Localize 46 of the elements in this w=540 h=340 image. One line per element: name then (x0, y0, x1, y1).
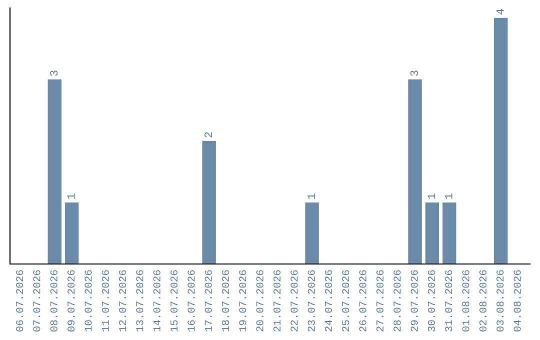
x-tick-label: 22.07.2026 (290, 270, 298, 332)
x-tick-label: 08.07.2026 (50, 270, 58, 332)
bar (48, 79, 62, 264)
x-tick-label: 18.07.2026 (222, 270, 230, 332)
x-tick-label: 12.07.2026 (118, 270, 126, 332)
x-tick-label: 29.07.2026 (410, 270, 418, 332)
data-label: 2 (204, 132, 212, 138)
x-tick-label: 31.07.2026 (445, 270, 452, 332)
data-label: 1 (444, 194, 452, 199)
bar (408, 79, 422, 264)
data-label: 1 (67, 194, 75, 199)
x-tick-label: 01.08.2026 (462, 270, 470, 332)
x-tick-label: 24.07.2026 (324, 270, 332, 332)
bar (442, 202, 456, 264)
x-tick-label: 30.07.2026 (428, 270, 435, 332)
data-label: 4 (496, 8, 504, 15)
bar (64, 202, 79, 264)
bar (425, 202, 440, 264)
x-tick-label: 03.08.2026 (496, 270, 504, 332)
bar (305, 202, 319, 264)
x-tick-label: 07.07.2026 (33, 270, 40, 332)
x-tick-label: 09.07.2026 (68, 270, 75, 332)
data-label: 3 (50, 70, 58, 76)
bar (494, 18, 508, 264)
x-tick-label: 27.07.2026 (376, 270, 384, 332)
x-tick-label: 26.07.2026 (359, 270, 366, 332)
x-tick-label: 10.07.2026 (84, 270, 92, 332)
x-tick-label: 25.07.2026 (342, 270, 350, 332)
x-tick-label: 20.07.2026 (256, 270, 264, 332)
data-label: 1 (308, 194, 315, 199)
x-tick-label: 13.07.2026 (136, 270, 144, 332)
x-tick-label: 23.07.2026 (308, 270, 315, 332)
data-label: 1 (428, 194, 436, 199)
x-tick-label: 28.07.2026 (394, 270, 401, 332)
x-tick-label: 04.08.2026 (514, 270, 521, 332)
x-tick-label: 15.07.2026 (170, 270, 178, 332)
x-tick-label: 21.07.2026 (273, 270, 281, 332)
x-tick-label: 17.07.2026 (204, 270, 212, 332)
x-tick-label: 16.07.2026 (188, 270, 195, 332)
x-tick-label: 14.07.2026 (153, 270, 160, 332)
x-tick-label: 06.07.2026 (16, 270, 24, 332)
x-tick-label: 11.07.2026 (102, 270, 109, 332)
x-tick-label: 02.08.2026 (479, 270, 486, 332)
x-tick-label: 19.07.2026 (239, 270, 246, 332)
bar (202, 140, 216, 264)
data-label: 3 (410, 70, 418, 76)
